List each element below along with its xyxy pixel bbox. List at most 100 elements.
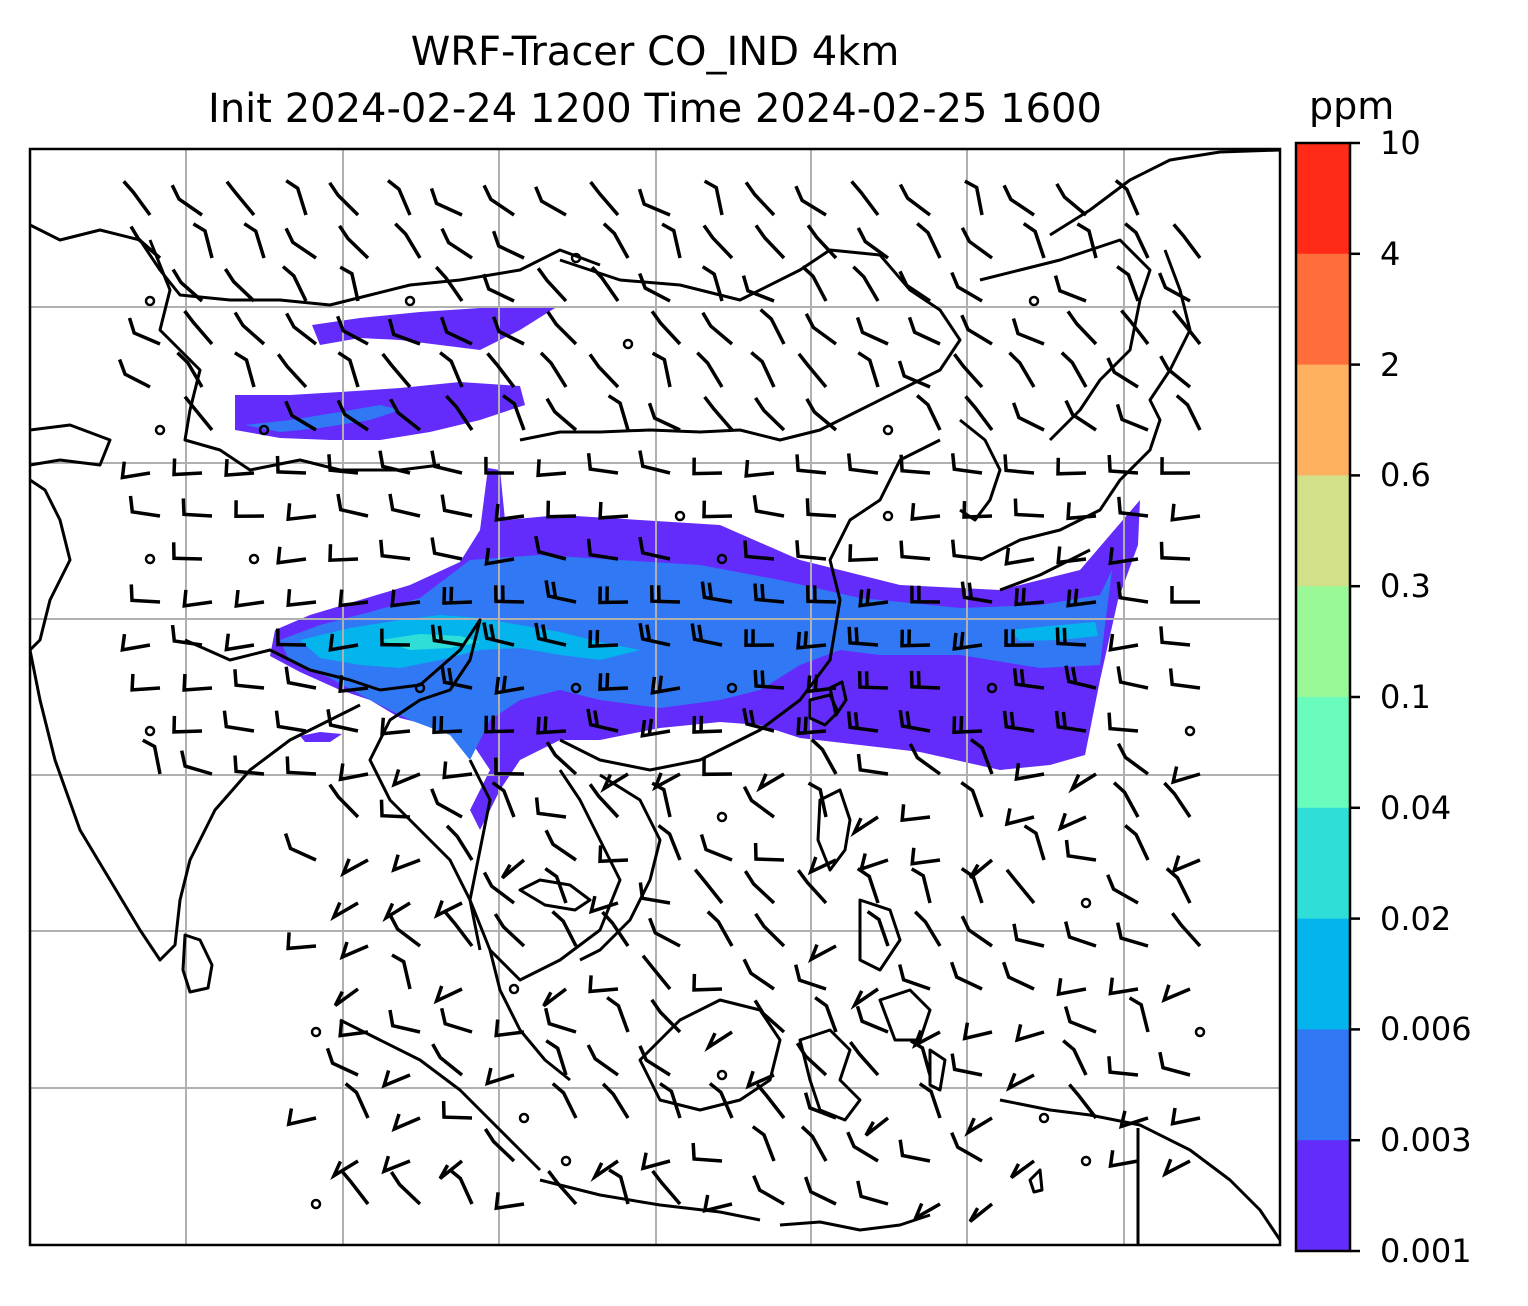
wind-barb xyxy=(233,351,256,388)
borneo xyxy=(638,998,782,1112)
wind-barb xyxy=(952,631,983,651)
wind-barb xyxy=(1005,868,1036,905)
wind-barb xyxy=(897,360,931,389)
wind-barb xyxy=(340,858,369,878)
wind-barb xyxy=(1171,855,1201,874)
wind-barb xyxy=(753,669,785,690)
wind-barb xyxy=(1002,184,1035,217)
wind-barb xyxy=(1005,1072,1035,1092)
wind-barb xyxy=(807,856,837,876)
wind-barb xyxy=(1108,1149,1139,1169)
wind-barb xyxy=(805,585,837,604)
wind-barb xyxy=(950,271,983,303)
plume-north-streak-2b xyxy=(245,405,400,432)
wind-barb xyxy=(325,1047,359,1077)
wind-barb xyxy=(962,501,993,519)
wind-barb xyxy=(440,666,473,690)
wind-barb xyxy=(1056,978,1087,997)
colorbar-segment xyxy=(1296,807,1350,920)
wind-barb xyxy=(952,353,984,389)
wind-barb xyxy=(1165,867,1192,904)
wind-barb xyxy=(601,1082,630,1119)
wind-barb xyxy=(286,1108,317,1127)
wind-barb xyxy=(543,1007,577,1034)
wind-barb xyxy=(638,882,671,905)
colorbar-segment xyxy=(1296,1029,1350,1141)
mindanao xyxy=(878,988,932,1042)
wind-calm-circle xyxy=(1038,1112,1050,1124)
wind-barb xyxy=(814,996,838,1033)
colorbar-tick-label: 0.3 xyxy=(1380,567,1431,606)
colorbar-unit: ppm xyxy=(1309,84,1395,128)
wind-barb xyxy=(182,673,213,692)
wind-calm-circle xyxy=(622,338,634,350)
wind-barb xyxy=(534,535,567,561)
wind-barb xyxy=(804,312,838,346)
wind-barb xyxy=(1170,766,1201,785)
wind-barb xyxy=(380,717,411,736)
colorbar-segment xyxy=(1296,253,1350,366)
wind-barb xyxy=(638,622,671,647)
wind-barb xyxy=(129,225,162,260)
wind-barb xyxy=(801,265,828,302)
wind-barb xyxy=(1066,588,1097,608)
himalaya-border xyxy=(184,618,482,951)
wind-barb xyxy=(1172,223,1202,260)
wind-barb xyxy=(899,454,931,475)
wind-barb xyxy=(638,1045,671,1077)
wind-barb xyxy=(536,267,568,303)
japan-main xyxy=(979,249,1192,562)
wind-barb xyxy=(1163,781,1192,818)
wind-barb xyxy=(659,1082,682,1119)
wind-barb xyxy=(1116,581,1149,604)
philippines-south xyxy=(858,898,902,972)
wind-barb xyxy=(796,716,827,736)
wind-barb xyxy=(704,1030,733,1052)
wind-barb xyxy=(545,397,578,432)
wind-barb xyxy=(484,1067,515,1086)
wind-barb xyxy=(390,589,421,608)
wind-barb xyxy=(855,1005,889,1034)
colorbar-segment xyxy=(1296,475,1350,587)
wind-barb xyxy=(1004,547,1035,566)
wind-calm-circle xyxy=(1194,1026,1206,1038)
wind-barb xyxy=(233,669,265,690)
wind-barb xyxy=(233,755,265,776)
wind-barb xyxy=(598,672,629,692)
wind-barb xyxy=(183,395,214,432)
wind-barb xyxy=(795,1042,828,1077)
wind-barb xyxy=(706,910,734,947)
wind-barb xyxy=(588,783,620,819)
sri-lanka xyxy=(181,933,214,994)
wind-barb xyxy=(898,964,931,991)
wind-barb xyxy=(755,1083,786,1120)
wind-barb xyxy=(391,1113,421,1133)
wind-barb xyxy=(117,358,151,389)
map-title-line2: Init 2024-02-24 1200 Time 2024-02-25 160… xyxy=(208,86,1102,132)
wind-barb xyxy=(1106,357,1139,389)
wind-barb xyxy=(444,911,474,948)
wind-barb xyxy=(433,900,463,919)
wind-barb xyxy=(286,932,317,951)
wind-barb xyxy=(744,181,776,217)
wind-barb xyxy=(484,547,515,566)
plume-core-east xyxy=(1010,622,1098,641)
wind-barb xyxy=(691,1142,723,1163)
wind-barb xyxy=(284,400,317,432)
wind-barb xyxy=(1068,1083,1098,1120)
wind-barb xyxy=(858,853,889,872)
wind-barb xyxy=(598,845,629,864)
wind-barb xyxy=(807,943,837,963)
wind-barb xyxy=(898,183,932,217)
wind-barb xyxy=(339,265,360,302)
wind-barb xyxy=(380,628,411,647)
wind-barb xyxy=(588,895,619,915)
vietnam-coast xyxy=(579,773,662,962)
wind-barb xyxy=(172,715,203,734)
wind-barb xyxy=(640,718,671,738)
wind-barb xyxy=(751,1125,776,1162)
philippines-luzon xyxy=(816,788,852,872)
wind-barb xyxy=(336,399,369,432)
wind-barb xyxy=(743,870,776,905)
wind-barb xyxy=(493,913,526,948)
